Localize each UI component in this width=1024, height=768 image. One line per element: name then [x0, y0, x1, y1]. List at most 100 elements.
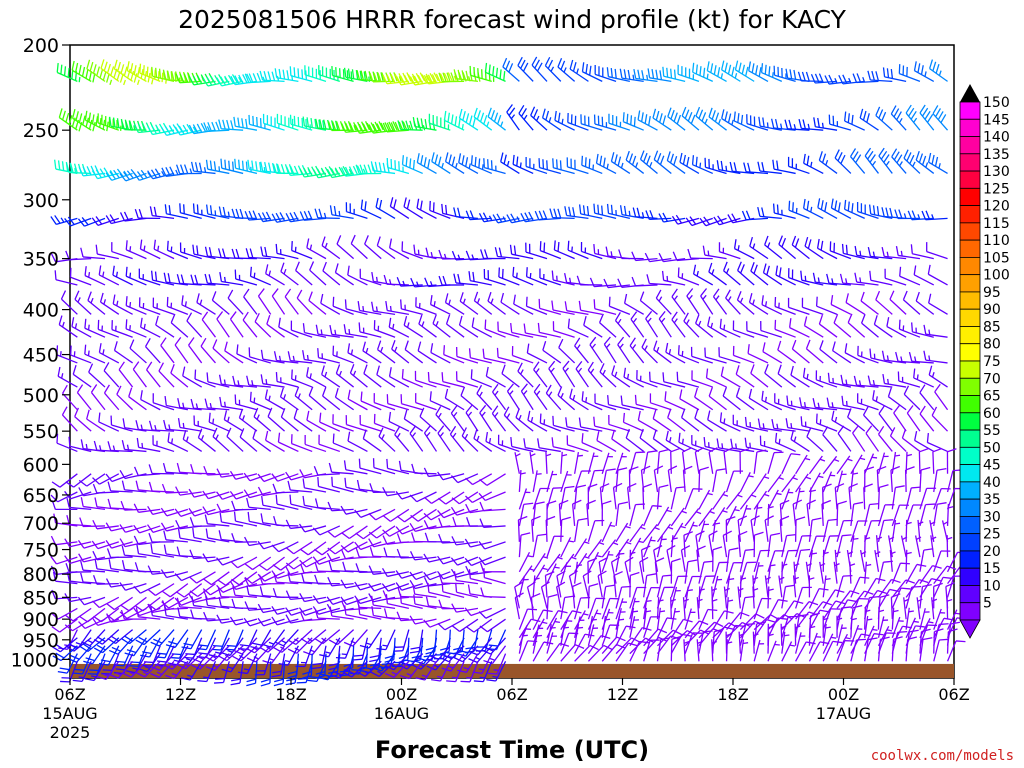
barb-half-feather — [632, 344, 637, 350]
barb-feather — [520, 212, 526, 223]
barb-feather — [190, 274, 195, 285]
barb-shaft — [513, 303, 534, 315]
wind-barb — [641, 338, 658, 364]
wind-barb — [753, 473, 770, 493]
barb-half-feather — [175, 169, 179, 176]
barb-feather — [699, 466, 709, 471]
wind-barb — [608, 113, 631, 131]
wind-barb — [193, 415, 216, 432]
barb-feather — [716, 160, 720, 170]
barb-feather — [785, 418, 789, 428]
barb-feather — [539, 413, 542, 424]
wind-barb — [293, 409, 313, 432]
barb-shaft — [307, 541, 327, 556]
barb-feather — [166, 70, 171, 81]
wind-barb — [781, 534, 797, 558]
wind-barb — [692, 62, 714, 82]
barb-feather — [878, 405, 885, 414]
wind-barb — [105, 539, 133, 549]
barb-feather — [679, 152, 683, 163]
barb-feather — [641, 465, 651, 471]
wind-barb — [181, 295, 202, 315]
barb-half-feather — [143, 323, 146, 330]
barb-feather — [158, 68, 162, 79]
wind-barb — [205, 204, 230, 220]
barb-feather — [126, 61, 130, 71]
barb-feather — [852, 151, 859, 160]
wind-barb — [86, 409, 106, 432]
barb-feather — [136, 171, 144, 180]
barb-feather — [58, 108, 63, 118]
barb-feather — [54, 159, 57, 170]
wind-barb — [116, 385, 134, 411]
wind-barb — [219, 396, 244, 411]
barb-feather — [847, 113, 850, 123]
barb-shaft — [304, 504, 327, 510]
wind-barb — [836, 470, 847, 493]
barb-shaft — [257, 295, 272, 315]
barb-shaft — [905, 519, 908, 542]
barb-shaft — [863, 487, 866, 510]
barb-shaft — [712, 470, 718, 493]
barb-feather — [840, 374, 844, 385]
wind-barb — [684, 521, 698, 543]
barb-feather — [396, 548, 402, 559]
wind-barb — [134, 562, 161, 573]
barb-feather — [761, 207, 765, 217]
barb-feather — [895, 245, 899, 256]
wind-barb — [594, 64, 617, 82]
wind-barb — [808, 487, 816, 510]
barb-feather — [512, 266, 515, 277]
barb-feather — [623, 205, 627, 216]
barb-feather — [217, 248, 222, 258]
wind-barb — [416, 153, 437, 175]
barb-shaft — [580, 309, 603, 315]
barb-shaft — [735, 373, 755, 388]
wind-barb — [249, 391, 271, 411]
wind-barb — [437, 471, 465, 481]
barb-feather — [875, 106, 881, 116]
barb-shaft — [753, 451, 758, 474]
barb-half-feather — [776, 423, 779, 429]
barb-half-feather — [852, 472, 859, 475]
wind-barb — [257, 211, 285, 223]
wind-barb — [928, 365, 948, 388]
barb-feather — [244, 563, 253, 571]
barb-half-feather — [262, 76, 266, 82]
barb-feather — [712, 546, 723, 551]
barb-feather — [869, 502, 880, 506]
wind-barb — [174, 508, 202, 518]
wind-barb — [746, 114, 769, 131]
barb-feather — [61, 161, 65, 171]
wind-barb — [190, 274, 216, 286]
wind-barb — [905, 549, 912, 572]
barb-feather — [542, 340, 547, 351]
wind-barb — [347, 265, 368, 286]
barb-half-feather — [764, 396, 767, 403]
barb-feather — [105, 578, 112, 588]
barb-feather — [299, 469, 305, 479]
barb-feather — [537, 533, 547, 537]
barb-feather — [220, 158, 223, 169]
barb-feather — [601, 205, 604, 216]
barb-feather — [289, 66, 292, 76]
wind-barb — [360, 391, 382, 411]
barb-shaft — [486, 473, 506, 486]
barb-shaft — [517, 519, 521, 542]
barb-feather — [395, 570, 403, 579]
barb-feather — [869, 270, 872, 281]
barb-feather — [468, 115, 473, 125]
barb-feather — [702, 67, 706, 78]
barb-feather — [937, 502, 947, 505]
barb-shaft — [456, 380, 479, 388]
wind-barb — [317, 476, 340, 493]
barb-feather — [78, 113, 83, 123]
barb-half-feather — [711, 269, 715, 275]
wind-barb — [148, 420, 175, 432]
barb-shaft — [723, 451, 728, 474]
wind-barb — [518, 469, 526, 493]
barb-half-feather — [353, 124, 357, 131]
wind-barb — [277, 432, 299, 453]
barb-half-feather — [78, 76, 81, 83]
